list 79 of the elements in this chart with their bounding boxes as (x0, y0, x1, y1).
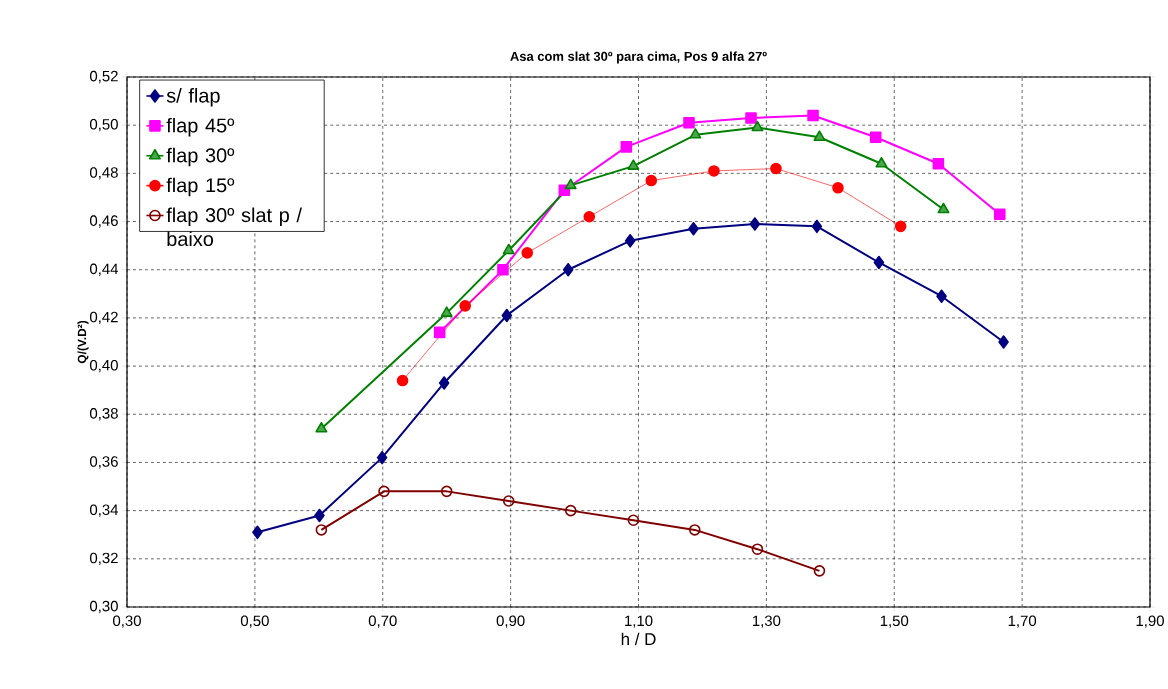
point (689, 128, 702, 139)
point (438, 376, 450, 390)
point (376, 450, 388, 465)
point (993, 208, 1006, 221)
x-tick-label: 0,50 (240, 615, 269, 628)
point (624, 234, 636, 248)
point (936, 289, 947, 303)
point (751, 120, 764, 132)
legend-label: s/ flap (166, 88, 220, 107)
point (932, 157, 945, 170)
y-axis-title: Q/(V.D²) (77, 320, 89, 364)
point (440, 485, 453, 498)
point (813, 130, 826, 142)
x-axis-title: h / D (621, 632, 656, 646)
y-tick-label: 0,50 (89, 119, 118, 132)
point (683, 116, 695, 129)
legend-label: flap 30º (166, 147, 235, 167)
point (708, 165, 720, 177)
legend-label: flap 45º (166, 117, 235, 137)
point (813, 565, 826, 577)
point (688, 524, 701, 536)
y-tick-label: 0,40 (89, 359, 118, 373)
point (502, 495, 515, 507)
point (396, 374, 409, 387)
point (521, 247, 534, 259)
y-tick-label: 0,48 (89, 167, 118, 180)
point (937, 202, 950, 214)
point (751, 543, 764, 555)
point (873, 255, 885, 270)
point (501, 308, 513, 323)
x-tick-label: 0,70 (368, 615, 397, 628)
point (745, 112, 757, 124)
y-tick-label: 0,34 (89, 504, 119, 517)
y-tick-label: 0,36 (89, 456, 118, 469)
point (564, 504, 577, 517)
point (497, 263, 509, 276)
y-tick-label: 0,44 (89, 263, 119, 276)
point (314, 508, 325, 523)
point (832, 182, 844, 194)
point (562, 262, 574, 277)
point (811, 219, 823, 234)
x-tick-label: 1,30 (752, 615, 781, 628)
y-tick-label: 0,32 (89, 552, 118, 565)
point (315, 421, 328, 433)
point (378, 485, 390, 498)
y-tick-label: 0,30 (89, 600, 118, 614)
x-tick-label: 1,70 (1008, 615, 1037, 628)
x-tick-label: 1,50 (880, 615, 909, 628)
legend-label: flap 30º slat p / baixo (166, 207, 302, 247)
x-tick-label: 1,90 (1136, 615, 1164, 628)
point (440, 306, 453, 317)
point (433, 326, 446, 339)
point (315, 524, 328, 536)
point (749, 217, 761, 231)
point (807, 109, 819, 122)
x-tick-label: 0,90 (496, 615, 525, 628)
point (583, 210, 596, 223)
y-tick-label: 0,52 (89, 70, 118, 84)
chart-title: Asa com slat 30º para cima, Pos 9 alfa 27º (510, 51, 767, 64)
point (564, 178, 577, 190)
point (627, 514, 640, 527)
point (688, 221, 699, 236)
point (620, 141, 633, 153)
point (252, 525, 263, 540)
point (627, 159, 640, 170)
point (645, 174, 658, 187)
x-tick-label: 0,30 (113, 615, 141, 628)
x-tick-label: 1,10 (625, 615, 653, 628)
legend-label: flap 15º (166, 177, 235, 197)
point (869, 131, 882, 143)
y-tick-label: 0,42 (89, 311, 118, 325)
y-tick-label: 0,46 (89, 215, 118, 228)
point (770, 162, 782, 175)
point (875, 156, 888, 168)
y-tick-label: 0,38 (89, 408, 118, 421)
point (459, 300, 472, 312)
point (502, 243, 515, 255)
point (894, 220, 907, 233)
point (998, 335, 1009, 349)
